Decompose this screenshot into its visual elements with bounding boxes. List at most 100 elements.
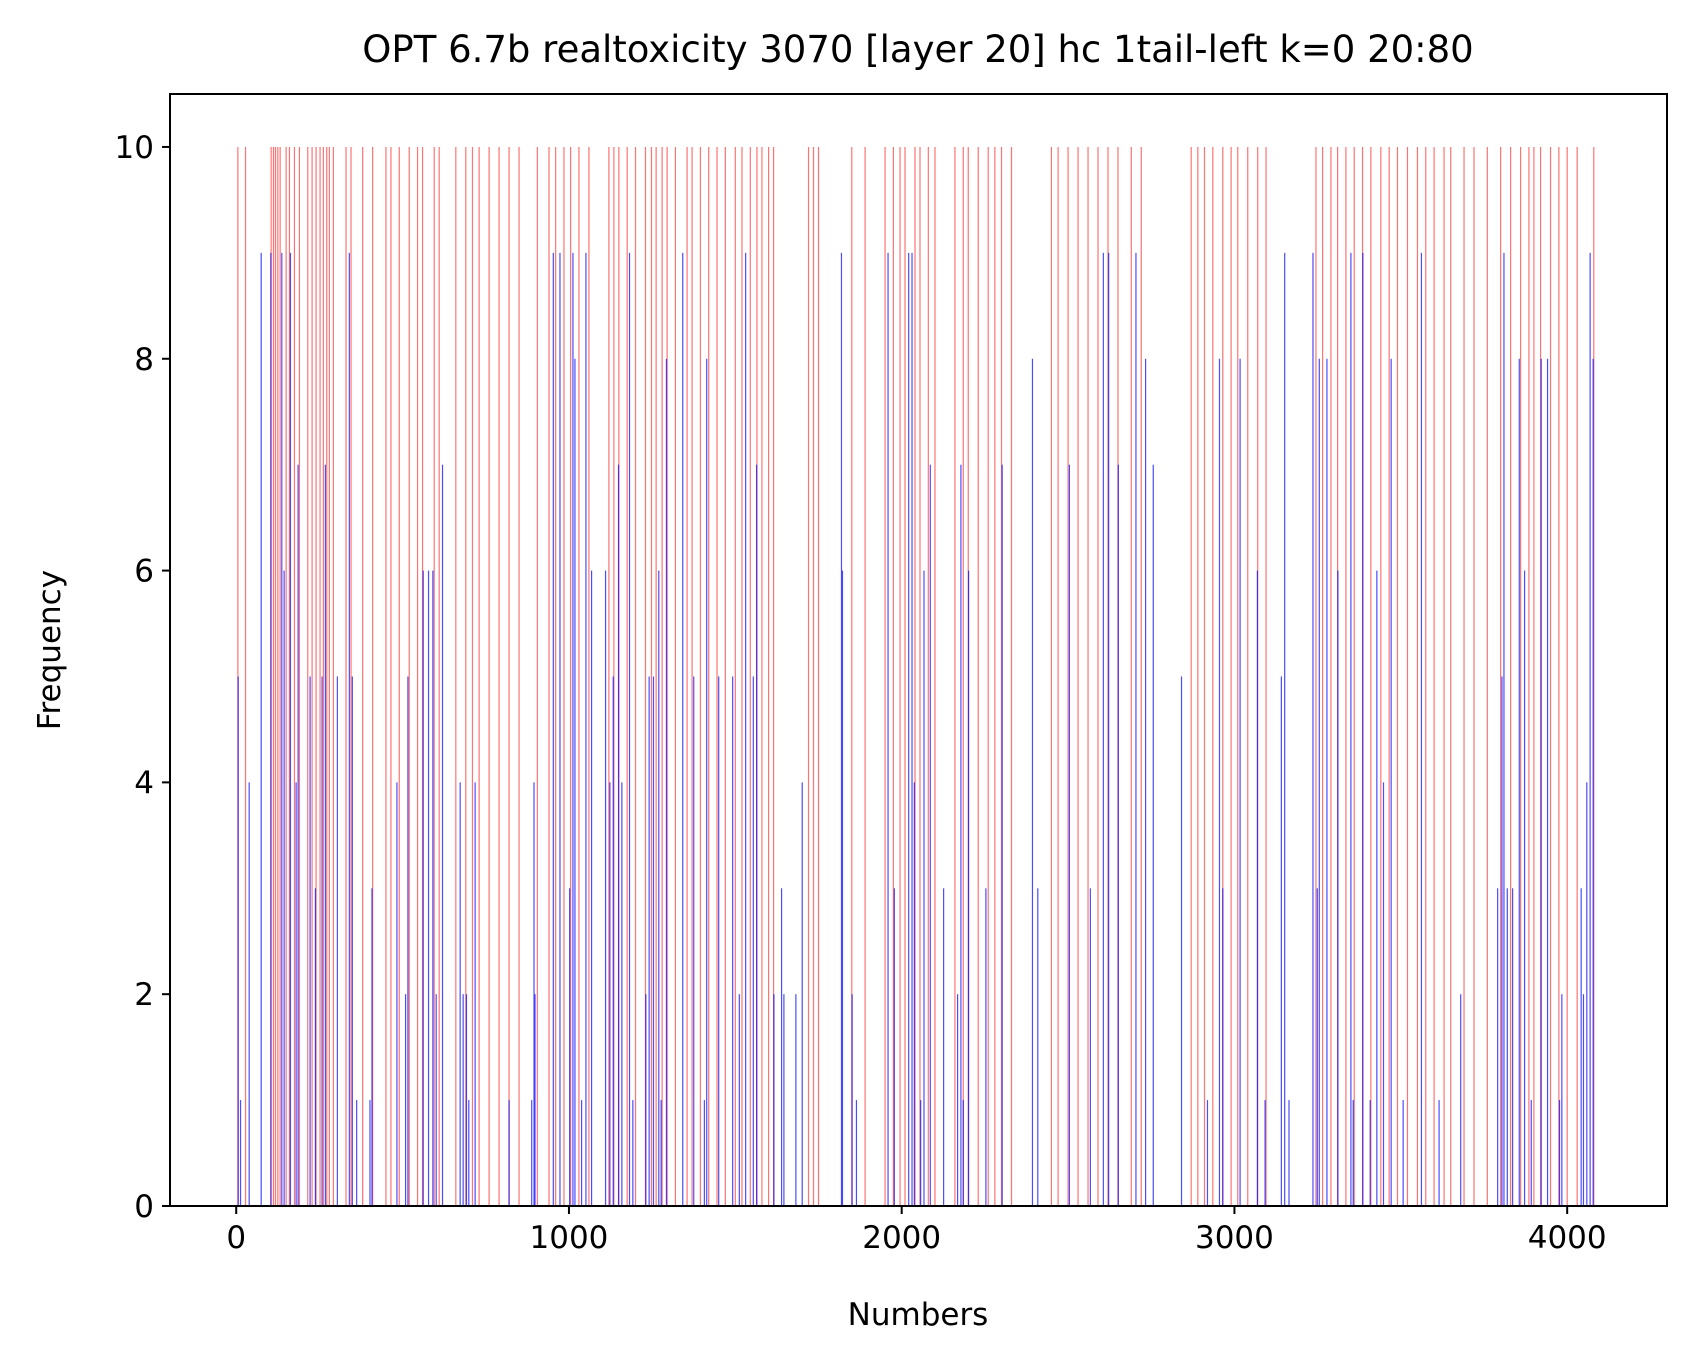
bar [237, 676, 239, 1206]
bar [706, 358, 708, 1206]
bar [508, 146, 510, 1206]
bar [691, 146, 693, 1206]
bar [1117, 464, 1119, 1207]
bar [455, 146, 457, 1206]
bar [1326, 358, 1328, 1206]
bar [693, 676, 695, 1206]
bar [645, 994, 647, 1206]
bar [1107, 146, 1109, 1206]
bar [648, 676, 650, 1206]
y-tick-label: 0 [134, 1189, 154, 1225]
bar [1425, 146, 1427, 1206]
bar [422, 570, 424, 1206]
bar [741, 146, 743, 1206]
bar [1288, 1100, 1290, 1206]
bar [548, 146, 550, 1206]
bar [283, 570, 285, 1206]
bar [1222, 146, 1224, 1206]
bar [574, 358, 576, 1206]
bar [239, 1100, 242, 1206]
bar [459, 782, 461, 1206]
bar [416, 146, 419, 1206]
bar [569, 888, 571, 1206]
bar [433, 146, 435, 1206]
bar [1497, 888, 1499, 1206]
bar [773, 994, 775, 1206]
bar [626, 146, 628, 1206]
bar [421, 146, 424, 1206]
bar [1519, 146, 1522, 1206]
bar [1512, 888, 1514, 1206]
bar [772, 146, 775, 1206]
bar [650, 146, 653, 1206]
bar [465, 994, 468, 1206]
bar [435, 994, 437, 1206]
bar [732, 676, 734, 1206]
bar [1582, 994, 1585, 1206]
bar [508, 1100, 510, 1206]
bar [1353, 146, 1355, 1206]
bar [1345, 146, 1347, 1206]
bar [1337, 570, 1339, 1206]
bar [1558, 1100, 1561, 1206]
bar [315, 146, 317, 1206]
bar [801, 782, 803, 1206]
bar [1190, 146, 1192, 1206]
bar [427, 570, 430, 1206]
bar [1144, 358, 1147, 1206]
bar [660, 1100, 662, 1206]
bar [585, 252, 587, 1206]
bar [1239, 358, 1241, 1206]
bar [1558, 146, 1560, 1206]
bar [432, 570, 434, 1206]
bar [1503, 252, 1505, 1206]
bar [1031, 358, 1034, 1206]
bar [441, 464, 444, 1207]
bar [322, 146, 324, 1206]
bar [1523, 570, 1526, 1206]
bar [734, 146, 736, 1206]
bar [1539, 146, 1542, 1206]
bar [1549, 146, 1552, 1206]
bar [1586, 782, 1588, 1206]
bar [960, 464, 962, 1207]
bar [1593, 146, 1595, 1206]
bar [1518, 358, 1520, 1206]
bar [632, 1100, 634, 1206]
bar [471, 146, 474, 1206]
y-tick-label: 2 [134, 977, 154, 1013]
bar [1140, 146, 1142, 1206]
bar [665, 358, 668, 1206]
bar [1001, 464, 1003, 1207]
bar [348, 252, 350, 1206]
bar [248, 782, 250, 1206]
bar [468, 1100, 470, 1206]
bar [1265, 146, 1267, 1206]
bar [893, 888, 895, 1206]
bar [1533, 146, 1535, 1206]
bar [1312, 252, 1314, 1206]
bar [1443, 146, 1445, 1206]
bar [534, 994, 536, 1206]
bar [1576, 146, 1578, 1206]
bar [536, 146, 538, 1206]
chart-title: OPT 6.7b realtoxicity 3070 [layer 20] hc… [362, 28, 1473, 71]
x-axis-label: Numbers [848, 1297, 989, 1333]
bar [332, 146, 334, 1206]
bar [404, 994, 407, 1206]
bar [604, 570, 607, 1206]
bar [274, 146, 277, 1206]
bar [617, 464, 620, 1207]
bar [1330, 146, 1332, 1206]
bar [985, 888, 987, 1206]
bar [1256, 570, 1258, 1206]
bar [328, 146, 330, 1206]
bar [1197, 146, 1199, 1206]
bar [1264, 1100, 1266, 1206]
bar [465, 146, 467, 1206]
bar [666, 146, 668, 1206]
bar [699, 146, 701, 1206]
bar [1380, 146, 1382, 1206]
bar [371, 888, 373, 1206]
bar [783, 994, 785, 1206]
